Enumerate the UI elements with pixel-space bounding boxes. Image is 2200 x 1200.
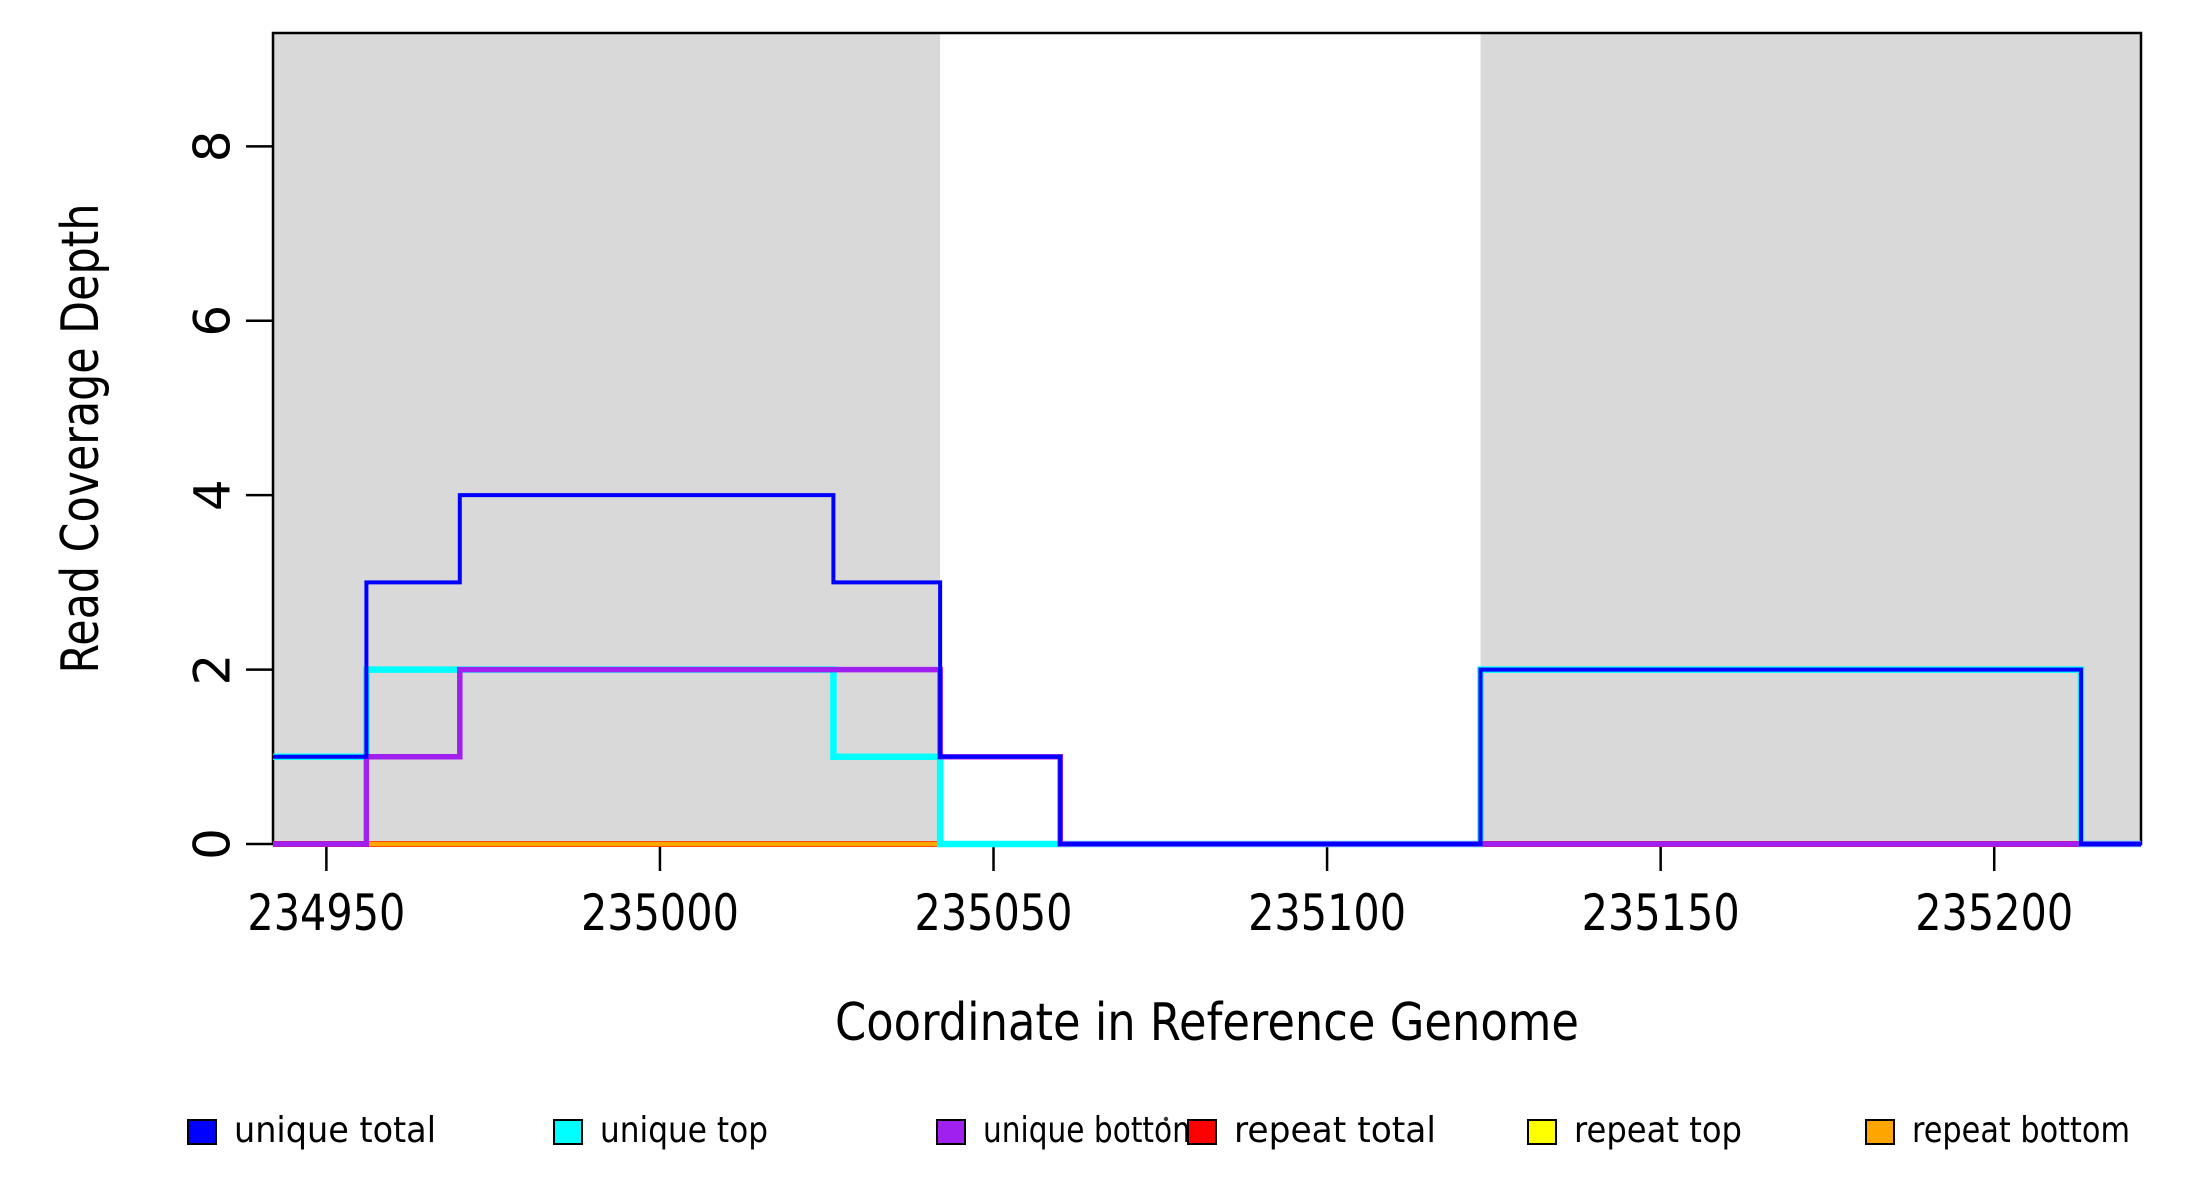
legend-swatch-repeat-bottom — [1865, 1119, 1895, 1145]
y-axis-title: Read Coverage Depth — [51, 204, 111, 674]
legend-label-repeat-total: repeat total — [1234, 1110, 1436, 1151]
y-tick-label: 8 — [184, 130, 242, 162]
legend-swatch-repeat-top — [1527, 1119, 1557, 1145]
x-tick-label: 235100 — [1248, 884, 1406, 942]
x-axis-title: Coordinate in Reference Genome — [835, 993, 1579, 1053]
legend-label-unique-top: unique top — [600, 1110, 768, 1151]
legend-label-unique-total: unique total — [234, 1110, 436, 1151]
legend-label-repeat-bottom: repeat bottom — [1912, 1110, 2130, 1151]
x-tick-label: 234950 — [247, 884, 405, 942]
legend-swatch-unique-bottom — [936, 1119, 966, 1145]
repeat-region-2 — [1480, 33, 2141, 844]
y-tick-label: 2 — [184, 654, 242, 686]
x-tick-label: 235050 — [915, 884, 1073, 942]
legend-label-unique-bottom: unique bottom — [983, 1110, 1201, 1151]
stray-dot — [1163, 1116, 1169, 1122]
legend-swatch-unique-total — [187, 1119, 217, 1145]
x-tick-label: 235200 — [1915, 884, 2073, 942]
y-tick-label: 0 — [184, 828, 242, 860]
x-tick-label: 235150 — [1582, 884, 1740, 942]
x-tick-label: 235000 — [581, 884, 739, 942]
repeat-region-1 — [273, 33, 941, 844]
legend-swatch-unique-top — [553, 1119, 583, 1145]
y-tick-label: 4 — [184, 479, 242, 511]
unique-total-line — [273, 493, 2141, 846]
legend-swatch-repeat-total — [1187, 1119, 1217, 1145]
legend-label-repeat-top: repeat top — [1574, 1110, 1742, 1151]
y-tick-label: 6 — [184, 305, 242, 337]
